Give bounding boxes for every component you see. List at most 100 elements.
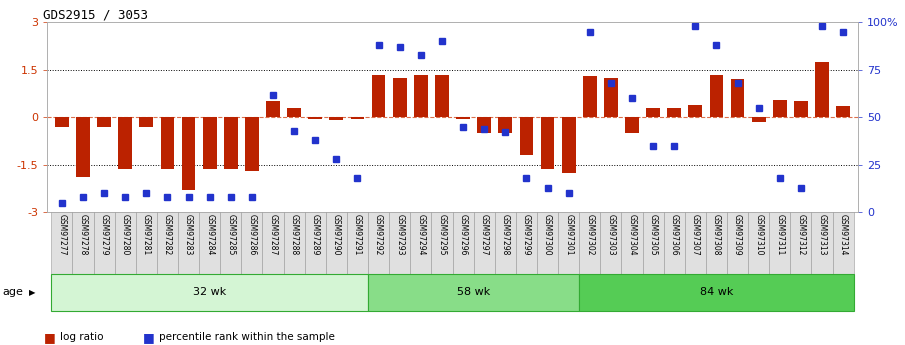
Text: GDS2915 / 3053: GDS2915 / 3053 [43,9,148,22]
Text: 84 wk: 84 wk [700,287,733,297]
Text: GSM97290: GSM97290 [332,214,341,256]
Text: GSM97278: GSM97278 [79,214,88,255]
Bar [52,274,368,310]
Bar [119,117,132,169]
Bar [748,212,769,274]
Text: GSM97312: GSM97312 [796,214,805,255]
Bar [266,101,280,117]
Text: GSM97286: GSM97286 [247,214,256,255]
Text: GSM97309: GSM97309 [733,214,742,256]
Bar [579,274,853,310]
Text: GSM97288: GSM97288 [290,214,299,255]
Bar [305,212,326,274]
Text: GSM97291: GSM97291 [353,214,362,255]
Bar [309,117,322,119]
Bar [139,117,153,127]
Bar [414,75,428,117]
Bar [136,212,157,274]
Bar [516,212,537,274]
Bar [326,212,347,274]
Bar [93,212,115,274]
Bar [287,108,301,117]
Text: GSM97293: GSM97293 [395,214,405,256]
Bar [160,117,175,169]
Text: GSM97284: GSM97284 [205,214,214,255]
Text: GSM97280: GSM97280 [120,214,129,255]
Bar [55,117,69,127]
Text: GSM97298: GSM97298 [500,214,510,255]
Bar [583,76,596,117]
Bar [220,212,242,274]
Text: log ratio: log ratio [60,333,103,342]
Bar [646,108,660,117]
Bar [685,212,706,274]
Text: percentile rank within the sample: percentile rank within the sample [159,333,335,342]
Text: GSM97303: GSM97303 [606,214,615,256]
Text: GSM97281: GSM97281 [142,214,151,255]
Bar [495,212,516,274]
Bar [769,212,790,274]
Text: GSM97314: GSM97314 [839,214,848,256]
Text: GSM97307: GSM97307 [691,214,700,256]
Bar [178,212,199,274]
Bar [199,212,220,274]
Bar [562,117,576,172]
Bar [710,75,723,117]
Bar [224,117,238,169]
Text: GSM97311: GSM97311 [776,214,785,255]
Bar [706,212,727,274]
Bar [663,212,685,274]
Bar [625,117,639,133]
Bar [836,106,850,117]
Text: GSM97308: GSM97308 [712,214,721,256]
Bar [182,117,195,190]
Bar [499,117,512,133]
Text: GSM97294: GSM97294 [416,214,425,256]
Bar [537,212,558,274]
Text: GSM97302: GSM97302 [586,214,595,256]
Text: GSM97283: GSM97283 [184,214,193,255]
Bar [203,117,216,169]
Text: 58 wk: 58 wk [457,287,491,297]
Text: GSM97282: GSM97282 [163,214,172,255]
Text: GSM97287: GSM97287 [269,214,278,255]
Bar [432,212,452,274]
Bar [815,62,829,117]
Bar [730,79,745,117]
Bar [794,101,808,117]
Text: ▶: ▶ [29,288,35,297]
Bar [157,212,178,274]
Bar [283,212,305,274]
Bar [643,212,663,274]
Bar [622,212,643,274]
Text: GSM97299: GSM97299 [522,214,531,256]
Text: GSM97301: GSM97301 [564,214,573,256]
Bar [579,212,600,274]
Bar [473,212,495,274]
Bar [540,117,555,169]
Text: 32 wk: 32 wk [193,287,226,297]
Text: GSM97289: GSM97289 [310,214,319,255]
Bar [389,212,410,274]
Text: GSM97305: GSM97305 [649,214,658,256]
Bar [97,117,111,127]
Text: GSM97296: GSM97296 [459,214,468,256]
Bar [72,212,93,274]
Bar [600,212,622,274]
Bar [410,212,432,274]
Text: age: age [3,287,24,297]
Text: GSM97297: GSM97297 [480,214,489,256]
Bar [790,212,812,274]
Bar [347,212,368,274]
Bar [604,78,618,117]
Bar [435,75,449,117]
Text: GSM97285: GSM97285 [226,214,235,255]
Text: GSM97277: GSM97277 [57,214,66,256]
Bar [372,75,386,117]
Bar [393,78,406,117]
Bar [773,100,786,117]
Text: GSM97279: GSM97279 [100,214,109,256]
Bar [689,105,702,117]
Bar [76,117,90,177]
Bar [456,117,470,119]
